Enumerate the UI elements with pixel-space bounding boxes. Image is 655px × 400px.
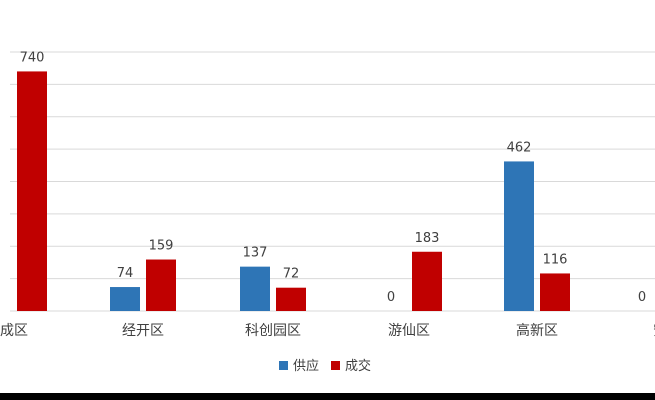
category-axis-labels: 成区 经开区 科创园区 游仙区 高新区 安 — [0, 322, 655, 339]
data-label-supply-1: 74 — [117, 266, 134, 281]
legend-label-supply: 供应 — [293, 358, 319, 374]
bar-deal-4 — [540, 273, 570, 311]
bar-deal-2 — [276, 287, 306, 311]
data-label-deal-1: 159 — [149, 239, 174, 254]
bar-deal-3 — [412, 251, 442, 311]
data-label-deal-3: 183 — [415, 231, 440, 246]
bar-supply-4 — [504, 161, 534, 311]
legend: 供应 成交 — [279, 358, 371, 374]
data-label-supply-5: 0 — [638, 290, 646, 305]
data-label-deal-0: 740 — [20, 50, 45, 65]
category-label-4: 高新区 — [516, 322, 558, 339]
category-label-2: 科创园区 — [245, 323, 301, 339]
bar-deal-1 — [146, 259, 176, 311]
legend-swatch-supply — [279, 361, 288, 370]
data-label-deal-2: 72 — [283, 267, 300, 282]
bar-deal-0 — [17, 71, 47, 311]
legend-swatch-deal — [331, 361, 340, 370]
bottom-edge-bar — [0, 393, 655, 400]
data-label-supply-3: 0 — [387, 290, 395, 305]
bar-supply-1 — [110, 287, 140, 311]
data-labels: 74 137 0 462 0 740 159 72 183 116 — [20, 50, 647, 305]
category-label-3: 游仙区 — [388, 323, 430, 339]
data-label-supply-2: 137 — [243, 246, 268, 261]
category-label-5: 安 — [653, 323, 655, 339]
legend-label-deal: 成交 — [345, 358, 371, 374]
category-label-1: 经开区 — [122, 323, 164, 339]
data-label-supply-4: 462 — [507, 140, 532, 155]
category-label-0: 成区 — [0, 323, 28, 339]
data-label-deal-4: 116 — [543, 252, 568, 267]
bars — [17, 71, 570, 311]
grid-lines — [10, 51, 655, 312]
bar-supply-2 — [240, 266, 270, 311]
